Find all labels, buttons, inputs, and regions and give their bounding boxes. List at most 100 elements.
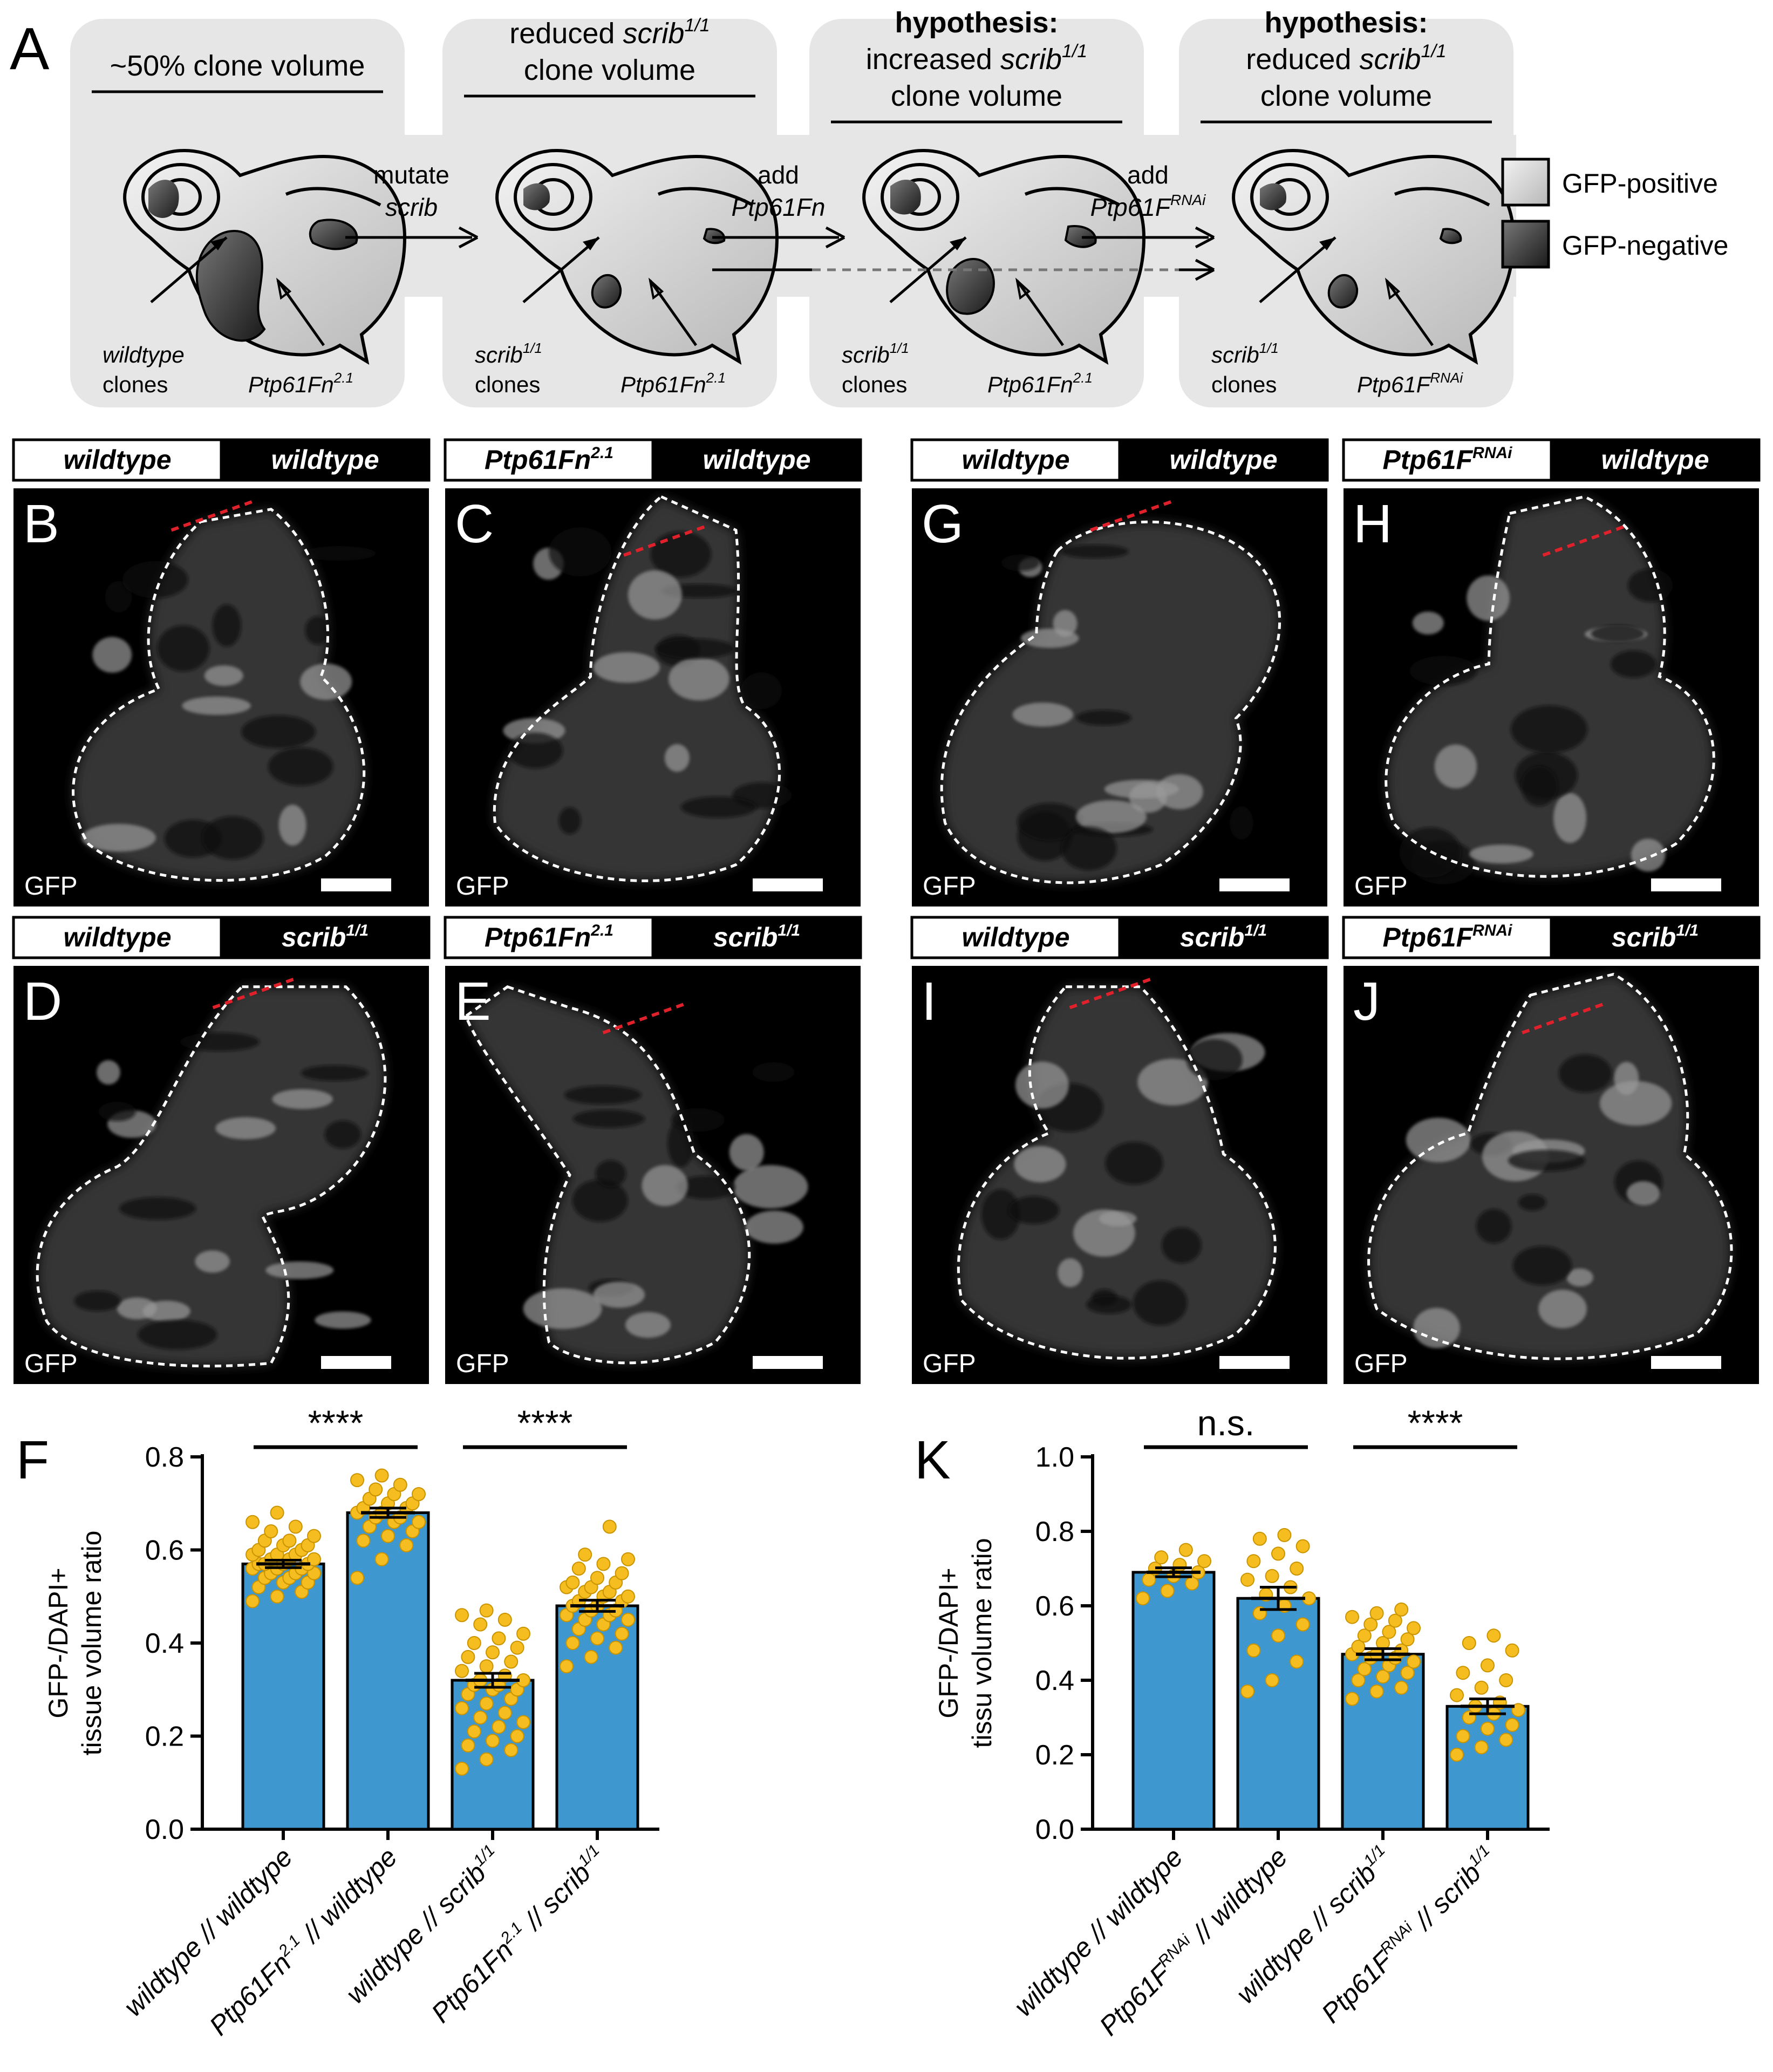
panel-letter: J — [1353, 971, 1380, 1032]
genotype-right-label: wildtype — [703, 445, 810, 475]
y-tick-label: 0.8 — [145, 1442, 184, 1473]
tissue-blotch — [1017, 803, 1083, 841]
tissue-blotch — [593, 1282, 645, 1308]
tissue-outline — [957, 985, 1277, 1360]
red-dashed-line — [1522, 1001, 1606, 1034]
tissue-blotch — [1626, 1181, 1660, 1205]
schematic-disc — [125, 151, 405, 362]
data-point — [461, 1738, 475, 1753]
y-axis-label: tissu volume ratio — [967, 1538, 997, 1748]
data-point — [1450, 1748, 1464, 1762]
clone-label: clones — [842, 372, 907, 397]
data-point — [1481, 1721, 1495, 1736]
genotype-right-box — [1550, 916, 1761, 959]
tissue-blotch — [572, 1109, 645, 1128]
data-point — [246, 1515, 260, 1529]
tissue-blotch — [1611, 650, 1656, 678]
schematic-title-line: reduced scrib1/1 — [509, 15, 710, 50]
ptp-label: Ptp61FRNAi — [1357, 370, 1463, 397]
tissue-blotch — [628, 570, 682, 620]
clone-label: clones — [1211, 372, 1277, 397]
data-point — [264, 1524, 278, 1538]
x-tick-label: Ptp61FRNAi // scrib1/1 — [1315, 1841, 1503, 2028]
channel-label: GFP — [456, 1349, 509, 1378]
y-axis-label: GFP-/DAPI+ — [933, 1567, 964, 1718]
data-point — [1474, 1680, 1489, 1695]
y-axis-label: tissue volume ratio — [77, 1531, 107, 1756]
genotype-left-label: Ptp61FRNAi — [1382, 444, 1512, 475]
data-point — [393, 1477, 407, 1492]
clone-patch — [1327, 274, 1359, 309]
pointer-head — [210, 237, 227, 250]
data-point — [1382, 1625, 1396, 1639]
tissue-blotch — [733, 1165, 808, 1209]
tissue-blotch — [595, 1160, 626, 1188]
channel-label: GFP — [923, 872, 976, 901]
data-point — [516, 1715, 530, 1729]
data-point — [497, 1612, 512, 1627]
data-point — [1345, 1692, 1359, 1706]
tissue-blotch — [1156, 774, 1203, 809]
data-point — [1290, 1562, 1304, 1576]
schematic-title-line: hypothesis: — [1264, 6, 1428, 39]
y-tick-label: 0.4 — [145, 1628, 184, 1659]
data-point — [1357, 1628, 1372, 1643]
tissue-outline — [36, 985, 387, 1368]
clone-patch — [195, 229, 266, 342]
tissue-blotch — [241, 715, 316, 748]
tissue-blotch — [1510, 705, 1588, 753]
tissue-blotch — [729, 1134, 764, 1171]
data-point — [288, 1519, 303, 1534]
scale-bar — [321, 878, 391, 891]
tissue-outline — [493, 495, 781, 882]
scale-bar — [1219, 878, 1290, 891]
connector-label: add — [1127, 161, 1169, 189]
ptp-label: Ptp61Fn2.1 — [987, 370, 1093, 397]
tissue-blotch — [324, 1120, 362, 1149]
scale-bar — [1651, 878, 1721, 891]
tissue-blotch — [1591, 625, 1645, 643]
micrograph-panel-J: Ptp61FRNAi scrib1/1 J GFP — [1342, 916, 1761, 1384]
red-dashed-line — [1542, 524, 1627, 557]
genotype-right-box — [651, 916, 862, 959]
data-point — [1369, 1606, 1384, 1620]
tissue-blotch — [122, 561, 188, 598]
connector-label: scrib — [385, 193, 438, 221]
clone-patch — [890, 179, 921, 215]
tissue-blotch — [1129, 782, 1167, 813]
data-point — [1240, 1572, 1254, 1587]
schematic-title-line: increased scrib1/1 — [866, 41, 1087, 76]
schematic: ~50% clone volume wildtype clones Ptp61Fn2.… — [70, 6, 1728, 407]
genotype-right-label: scrib1/1 — [1612, 922, 1699, 952]
tissue-blotch — [650, 531, 712, 577]
data-point — [473, 1617, 488, 1632]
data-point — [1295, 1617, 1310, 1632]
pointer-line — [276, 280, 325, 346]
panel-letter: D — [23, 971, 62, 1032]
pointer-line — [150, 236, 228, 303]
pointer-line — [1259, 236, 1336, 303]
data-point — [246, 1594, 260, 1608]
data-point — [350, 1571, 364, 1585]
tissue-blotch — [1413, 1307, 1460, 1348]
tissue-blotch — [202, 816, 264, 860]
tissue-blotch — [741, 672, 782, 710]
data-point — [571, 1562, 586, 1576]
red-dashed-line — [212, 977, 297, 1010]
red-dashed-line — [1090, 499, 1175, 532]
data-point — [1290, 1654, 1304, 1669]
data-point — [565, 1636, 580, 1650]
data-point — [516, 1626, 530, 1641]
tissue-blotch — [1133, 1280, 1188, 1326]
data-point — [621, 1589, 635, 1604]
tissue-blotch — [1409, 656, 1477, 686]
panel-letter: F — [16, 1430, 49, 1490]
genotype-left-box — [12, 916, 223, 959]
data-point — [1246, 1554, 1261, 1569]
micrograph-panel-C: Ptp61Fn2.1 wildtype C GFP — [444, 438, 862, 906]
data-point — [590, 1631, 604, 1646]
tissue-blotch — [642, 1165, 688, 1207]
x-tick-label: Ptp61FRNAi // wildtype — [1093, 1841, 1293, 2041]
tissue-blotch — [664, 744, 690, 772]
